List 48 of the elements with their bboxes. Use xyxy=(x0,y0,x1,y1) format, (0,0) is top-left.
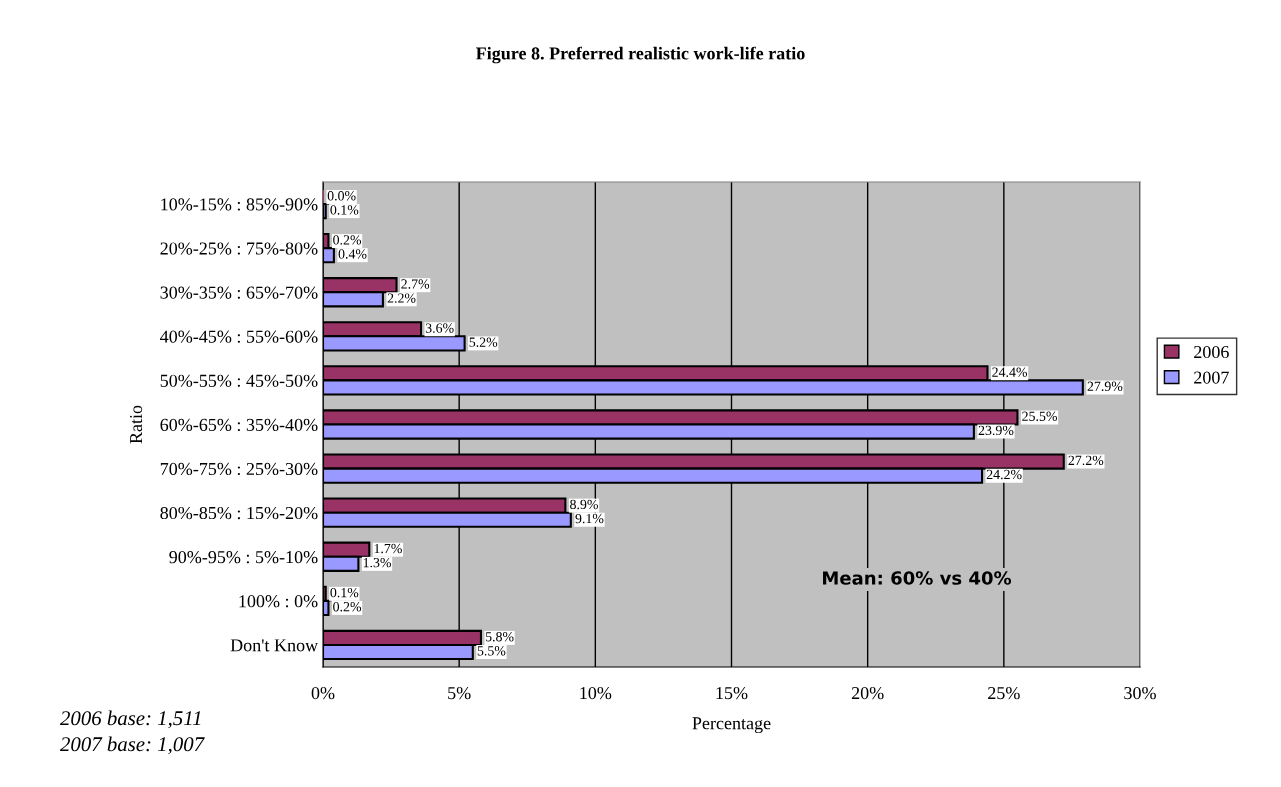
x-tick-label: 25% xyxy=(988,686,1020,700)
data-label: 5.2% xyxy=(469,337,498,347)
data-label: 0.1% xyxy=(330,205,359,215)
data-label: 0.2% xyxy=(333,235,362,245)
data-label: 1.3% xyxy=(363,557,392,568)
y-tick-label: Don't Know xyxy=(230,639,319,652)
data-label: 3.6% xyxy=(425,323,454,333)
x-tick-label: 15% xyxy=(716,686,748,700)
data-label: 25.5% xyxy=(1022,411,1058,421)
data-label: 0.2% xyxy=(333,602,362,612)
y-tick-label: 20%-25% : 75%-80% xyxy=(160,242,318,255)
annotation: Mean: 60% vs 40% xyxy=(823,571,1012,585)
y-tick-label: 50%-55% : 45%-50% xyxy=(160,374,318,387)
data-label: 5.8% xyxy=(485,632,514,642)
x-axis-title: Percentage xyxy=(692,717,771,734)
legend-label: 2006 xyxy=(1194,345,1229,359)
data-label: 8.9% xyxy=(570,499,598,510)
data-label: 0.0% xyxy=(327,191,356,201)
y-tick-label: 90%-95% : 5%-10% xyxy=(169,551,318,564)
y-tick-label: 60%-65% : 35%-40% xyxy=(160,418,318,432)
x-tick-label: 30% xyxy=(1124,686,1156,700)
data-label: 0.1% xyxy=(330,587,359,598)
y-axis-title: Ratio xyxy=(130,405,143,444)
x-tick-label: 20% xyxy=(851,686,884,700)
data-label: 9.1% xyxy=(575,513,604,524)
y-tick-label: 70%-75% : 25%-30% xyxy=(160,462,318,476)
data-label: 2.2% xyxy=(387,293,416,303)
y-tick-label: 100% : 0% xyxy=(239,595,318,608)
text: 2007 base: 1,007 xyxy=(60,736,205,755)
data-label: 0.4% xyxy=(338,249,367,259)
y-tick-label: 30%-35% : 65%-70% xyxy=(160,286,318,299)
x-tick-label: 10% xyxy=(580,686,612,700)
legend-label: 2007 xyxy=(1194,371,1229,384)
data-label: 27.9% xyxy=(1087,381,1123,391)
data-label: 5.5% xyxy=(477,646,506,656)
y-tick-label: 80%-85% : 15%-20% xyxy=(160,506,318,520)
x-tick-label: 5% xyxy=(448,686,471,700)
data-label: 23.9% xyxy=(978,425,1014,436)
data-label: 2.7% xyxy=(401,279,430,289)
data-label: 27.2% xyxy=(1068,455,1104,466)
chart-title: Figure 8. Preferred realistic work-life ratio xyxy=(476,46,805,64)
data-label: 1.7% xyxy=(374,543,402,554)
data-label: 24.4% xyxy=(992,367,1028,377)
y-tick-label: 10%-15% : 85%-90% xyxy=(161,198,318,211)
text: 2006 base: 1,511 xyxy=(60,710,201,729)
data-label: 24.2% xyxy=(986,469,1022,480)
y-tick-label: 40%-45% : 55%-60% xyxy=(160,330,318,343)
x-tick-label: 0% xyxy=(311,686,335,700)
